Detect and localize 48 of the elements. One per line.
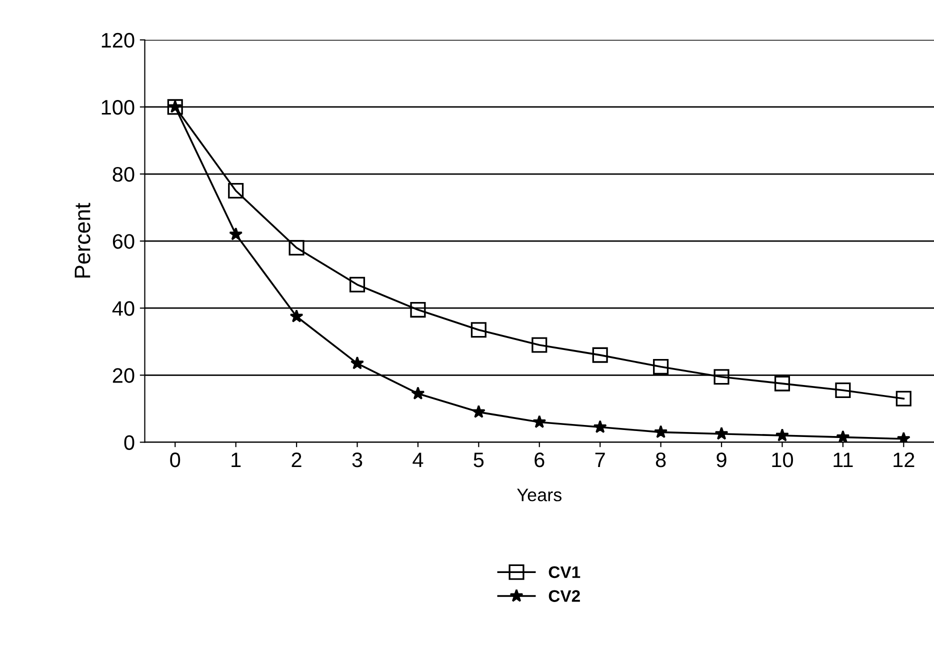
point [775, 428, 790, 442]
point [714, 369, 730, 385]
x-tick-label: 11 [834, 452, 853, 468]
legend-label: CV2 [548, 590, 580, 602]
point [411, 386, 425, 400]
point [350, 356, 364, 370]
point [532, 415, 546, 428]
point [410, 302, 426, 318]
point [472, 404, 486, 418]
x-tick-label: 1 [232, 452, 241, 468]
x-tick-label: 4 [412, 452, 424, 468]
point [836, 430, 850, 442]
point [592, 347, 608, 363]
legend-label: CV1 [548, 566, 580, 578]
y-tick-label: 60 [112, 234, 134, 249]
point [229, 227, 243, 240]
point [654, 425, 668, 438]
y-tick-label: 120 [102, 32, 134, 48]
x-tick-label: 9 [716, 452, 726, 468]
point [896, 390, 912, 406]
point [774, 376, 790, 392]
point [290, 309, 304, 322]
x-tick-label: 7 [595, 452, 605, 468]
x-tick-label: 12 [894, 452, 914, 468]
y-tick-label: 100 [102, 100, 134, 115]
y-tick-label: 20 [112, 368, 134, 383]
y-tick-label: 0 [124, 435, 134, 450]
point [228, 182, 244, 199]
x-axis-title: Years [517, 488, 562, 502]
point [653, 359, 669, 375]
point [470, 322, 486, 338]
x-tick-label: 0 [170, 452, 180, 468]
x-tick-label: 8 [656, 452, 666, 468]
point [532, 337, 548, 353]
point [349, 276, 366, 292]
x-tick-label: 3 [352, 452, 362, 468]
x-tick-label: 10 [772, 452, 793, 468]
point [288, 240, 304, 256]
point [714, 426, 728, 440]
point [896, 432, 910, 442]
x-tick-label: 5 [474, 452, 484, 468]
y-axis-title: Percent [74, 202, 90, 278]
x-tick-label: 2 [292, 452, 302, 468]
point [593, 420, 607, 434]
y-tick-label: 40 [112, 301, 134, 316]
x-tick-label: 6 [534, 452, 544, 468]
y-tick-label: 80 [112, 167, 134, 182]
point [835, 382, 851, 398]
